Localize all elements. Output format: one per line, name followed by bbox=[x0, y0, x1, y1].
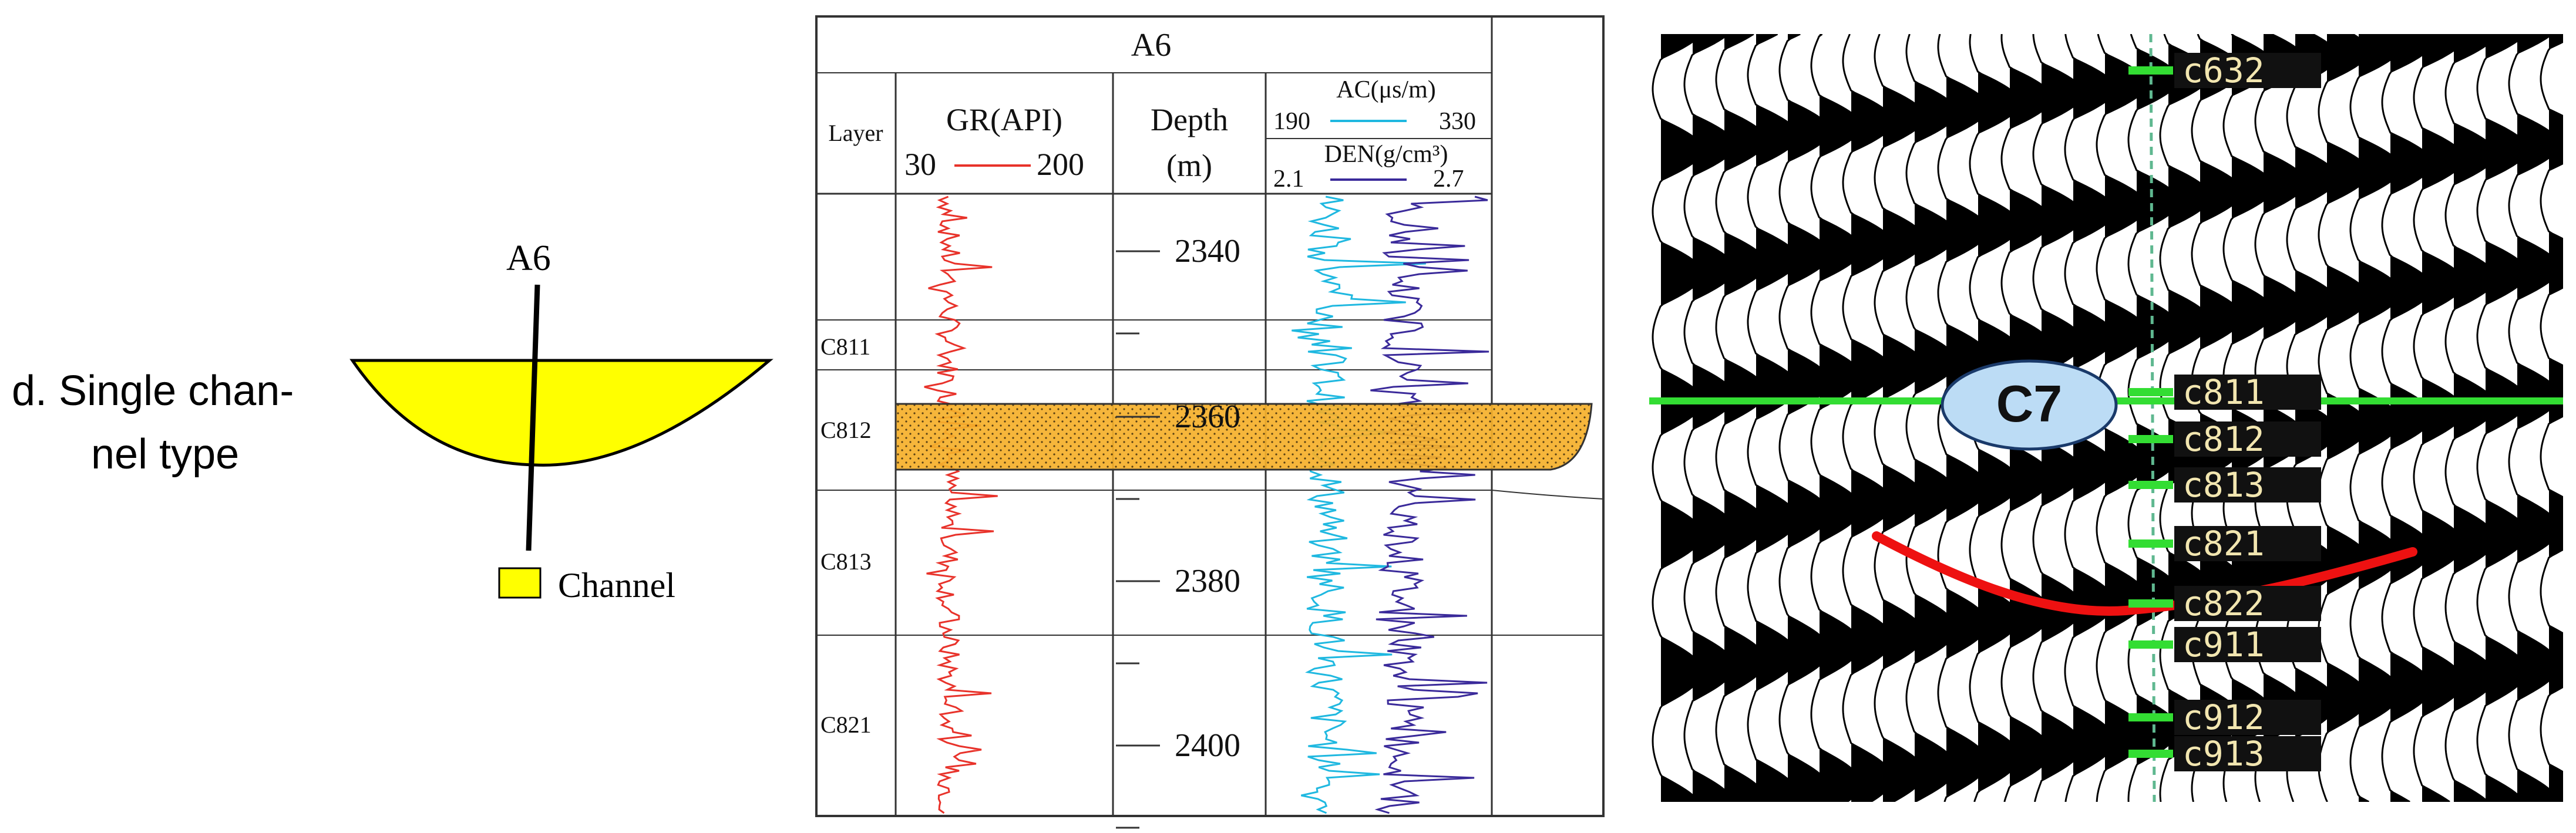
legend-label: Channel bbox=[558, 566, 675, 605]
depth-label-2340: 2340 bbox=[1175, 233, 1240, 269]
c7-marker bbox=[1941, 359, 2118, 451]
layer-label-c821: C821 bbox=[820, 711, 872, 738]
pick-label-bg-c913 bbox=[2174, 736, 2321, 771]
layer-label-c811: C811 bbox=[820, 333, 870, 360]
pick-label-bg-c632 bbox=[2174, 53, 2321, 88]
pick-label-bg-c812 bbox=[2174, 421, 2321, 457]
depth-ticks: 2340 2360 2380 2400 bbox=[1116, 233, 1240, 829]
pick-label-c812: c812 bbox=[2182, 419, 2265, 459]
seismic-trace-fill bbox=[2549, 34, 2563, 802]
pick-label-bg-c811 bbox=[2174, 375, 2321, 410]
seismic-trace bbox=[2127, 34, 2179, 802]
seismic-trace-fill bbox=[2454, 34, 2495, 802]
seismic-trace-fill bbox=[2422, 34, 2463, 802]
depth-label-2400: 2400 bbox=[1175, 727, 1240, 764]
seismic-trace bbox=[1905, 34, 1957, 802]
pick-label-c912: c912 bbox=[2182, 697, 2265, 737]
seismic-trace-fill bbox=[1724, 34, 1765, 802]
seismic-trace-fill bbox=[1851, 34, 1892, 802]
seismic-trace bbox=[1842, 34, 1894, 802]
ac-curve bbox=[1292, 195, 1426, 814]
seismic-trace bbox=[2222, 34, 2274, 802]
well-label-panel-d: A6 bbox=[506, 238, 551, 278]
pick-label-bg-c911 bbox=[2174, 627, 2321, 662]
seismic-trace bbox=[1810, 34, 1862, 802]
seismic-trace bbox=[1874, 34, 1925, 802]
seismic-trace-fill bbox=[2486, 34, 2527, 802]
seismic-trace bbox=[1778, 34, 1830, 802]
seismic-trace-fill bbox=[1915, 34, 1956, 802]
header-gr-min: 30 bbox=[904, 147, 936, 182]
seismic-trace-fill bbox=[1820, 34, 1861, 802]
pick-label-c822: c822 bbox=[2182, 584, 2265, 623]
pick-label-bg-c813 bbox=[2174, 467, 2321, 503]
seismic-trace-fill bbox=[2010, 34, 2051, 802]
channel-body bbox=[349, 359, 774, 467]
seismic-trace bbox=[1747, 34, 1798, 802]
header-ac-min: 190 bbox=[1273, 108, 1310, 135]
header-ac-max: 330 bbox=[1439, 108, 1476, 135]
pick-label-bg-c821 bbox=[2174, 526, 2321, 561]
panel-d-caption-line1: d. Single chan- bbox=[12, 367, 294, 414]
pick-label-c632: c632 bbox=[2182, 50, 2265, 90]
seismic-trace-fill bbox=[1978, 34, 2019, 802]
header-depth-title: Depth bbox=[1151, 102, 1228, 137]
pick-label-bg-c822 bbox=[2174, 586, 2321, 621]
seismic-trace bbox=[2191, 34, 2242, 802]
log-well-name: A6 bbox=[1131, 27, 1171, 63]
well-line bbox=[526, 284, 540, 551]
seismic-trace bbox=[2159, 34, 2211, 802]
channel-bottom-line bbox=[1872, 531, 2417, 616]
seismic-trace-fill bbox=[2295, 34, 2336, 802]
seismic-trace-fill bbox=[1661, 34, 1702, 802]
legend-swatch bbox=[498, 567, 542, 599]
seismic-trace-fill bbox=[1788, 34, 1829, 802]
header-den-title: DEN(g/cm³) bbox=[1324, 141, 1448, 168]
well-trajectory bbox=[2149, 33, 2156, 802]
depth-label-2360: 2360 bbox=[1175, 399, 1240, 435]
layer-label-c812: C812 bbox=[820, 417, 872, 443]
pick-label-c821: c821 bbox=[2182, 524, 2265, 564]
seismic-trace bbox=[2254, 34, 2306, 802]
well-log-panel: A6 Layer GR(API) 30 200 Depth (m) AC(μs/… bbox=[815, 15, 1605, 829]
header-ac-title: AC(μs/m) bbox=[1336, 76, 1436, 103]
seismic-trace-fill bbox=[2264, 34, 2305, 802]
sand-body bbox=[894, 403, 1593, 471]
panel-d: d. Single chan- nel type A6 Channel bbox=[12, 238, 774, 605]
header-layer: Layer bbox=[828, 120, 883, 146]
layer-boundary-3-ext bbox=[1491, 490, 1604, 500]
pick-label-c913: c913 bbox=[2182, 734, 2265, 774]
seismic-trace bbox=[1937, 34, 1989, 802]
pick-label-bg-c912 bbox=[2174, 700, 2321, 735]
header-den-max: 2.7 bbox=[1433, 166, 1464, 193]
depth-label-2380: 2380 bbox=[1175, 563, 1240, 599]
den-curve bbox=[1370, 195, 1489, 814]
seismic-trace-fill bbox=[1946, 34, 1988, 802]
gr-curve bbox=[924, 195, 998, 814]
layer-label-c813: C813 bbox=[820, 548, 872, 575]
seismic-trace-fill bbox=[2359, 34, 2400, 802]
header-den-min: 2.1 bbox=[1273, 166, 1304, 193]
c7-marker-label: C7 bbox=[1996, 375, 2063, 433]
seismic-trace-fill bbox=[2390, 34, 2432, 802]
header-gr-title: GR(API) bbox=[946, 102, 1062, 137]
seismic-trace-fill bbox=[1756, 34, 1797, 802]
pick-label-c911: c911 bbox=[2182, 625, 2265, 665]
pick-label-c811: c811 bbox=[2182, 372, 2265, 412]
header-depth-unit: (m) bbox=[1166, 148, 1212, 183]
header-gr-max: 200 bbox=[1037, 147, 1084, 182]
seismic-trace-fill bbox=[2327, 34, 2368, 802]
log-curves bbox=[924, 195, 1489, 814]
seismic-trace bbox=[2540, 41, 2563, 773]
panel-d-caption-line2: nel type bbox=[91, 431, 239, 478]
pick-label-c813: c813 bbox=[2182, 465, 2265, 505]
seismic-trace-fill bbox=[2517, 34, 2558, 802]
